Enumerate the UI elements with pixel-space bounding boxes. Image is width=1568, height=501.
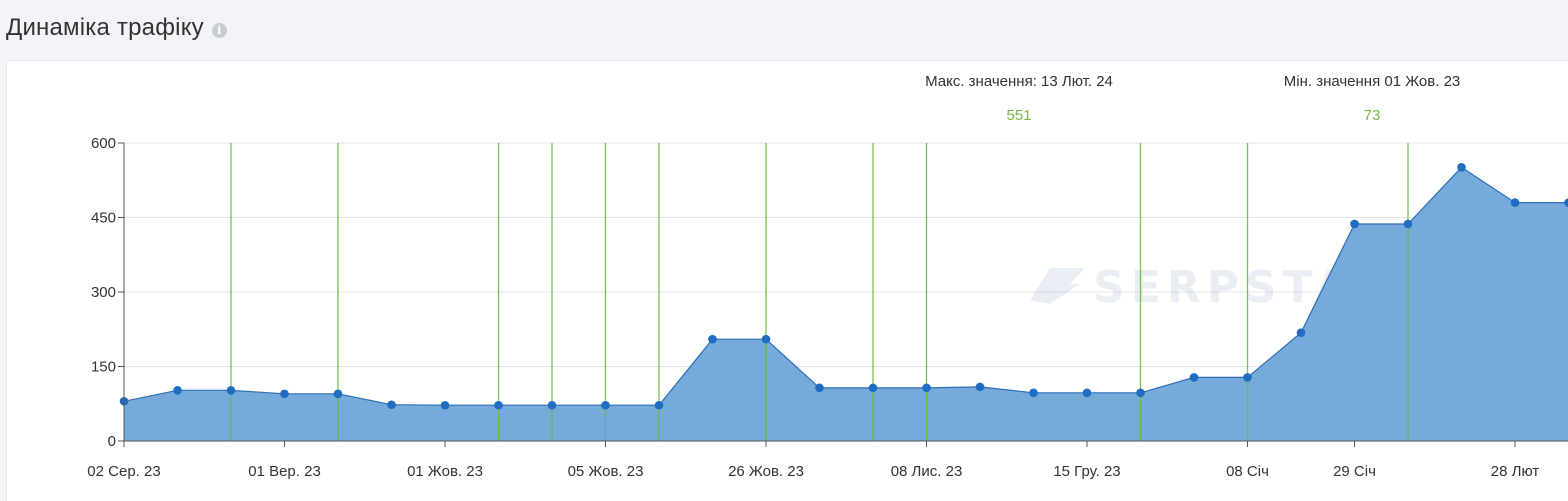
xtick-label-1: 01 Вер. 23: [248, 463, 321, 480]
xtick-label-3: 05 Жов. 23: [568, 463, 644, 480]
data-point-20: [1189, 373, 1199, 382]
xtick-label-2: 01 Жов. 23: [407, 463, 483, 480]
data-point-5: [387, 400, 396, 410]
data-point-11: [708, 334, 717, 344]
ytick-label-300: 300: [91, 284, 116, 301]
ytick-label-450: 450: [91, 210, 116, 227]
data-point-10: [654, 400, 664, 410]
data-point-9: [601, 400, 610, 410]
xtick-label-7: 08 Січ: [1226, 463, 1269, 480]
data-point-4: [333, 389, 343, 399]
axes: 0 150 300 450 600 02 Сер. 23 01 Вер. 23 01 Жов.…: [87, 135, 1568, 480]
title-text: Динаміка трафіку: [6, 14, 204, 41]
data-point-1: [173, 386, 182, 395]
traffic-area: [124, 167, 1568, 441]
max-value: 551: [1006, 107, 1032, 124]
data-point-26: [1510, 198, 1520, 207]
max-label: Макс. значення: 13 Лют. 24: [925, 73, 1113, 90]
data-point-13: [815, 383, 824, 393]
min-stat: Мін. значення 01 Жов. 23 73: [1247, 73, 1497, 124]
data-point-7: [494, 400, 503, 410]
xtick-label-6: 15 Гру. 23: [1053, 463, 1120, 480]
ytick-label-0: 0: [108, 433, 116, 450]
data-point-12: [761, 334, 771, 344]
data-point-2: [226, 386, 236, 395]
data-point-25: [1457, 163, 1466, 172]
data-point-14: [868, 383, 878, 393]
info-icon[interactable]: i: [211, 22, 227, 38]
data-point-22: [1296, 328, 1306, 338]
min-value: 73: [1363, 107, 1381, 124]
data-point-21: [1243, 373, 1252, 382]
page-title: Динаміка трафіку i: [6, 14, 227, 42]
data-point-3: [280, 389, 289, 399]
data-point-27: [1564, 198, 1568, 207]
xtick-label-9: 28 Лют: [1491, 463, 1540, 480]
area-layer: [123, 166, 1568, 441]
xtick-label-0: 02 Сер. 23: [87, 463, 160, 480]
xtick-label-5: 08 Лис. 23: [891, 463, 963, 480]
xtick-label-8: 29 Січ: [1333, 463, 1376, 480]
data-point-15: [922, 383, 931, 393]
ytick-label-600: 600: [91, 135, 116, 152]
data-point-17: [1029, 388, 1038, 398]
data-point-18: [1082, 388, 1092, 398]
data-point-6: [440, 400, 450, 410]
max-stat: Макс. значення: 13 Лют. 24 551: [887, 73, 1151, 124]
data-point-8: [547, 400, 557, 410]
ytick-label-150: 150: [91, 359, 116, 376]
xtick-label-4: 26 Жов. 23: [728, 463, 804, 480]
data-points: [119, 163, 1568, 410]
data-point-24: [1403, 219, 1413, 229]
data-point-16: [975, 382, 985, 392]
data-point-23: [1350, 219, 1359, 229]
data-point-19: [1136, 388, 1145, 398]
min-label: Мін. значення 01 Жов. 23: [1283, 73, 1461, 90]
